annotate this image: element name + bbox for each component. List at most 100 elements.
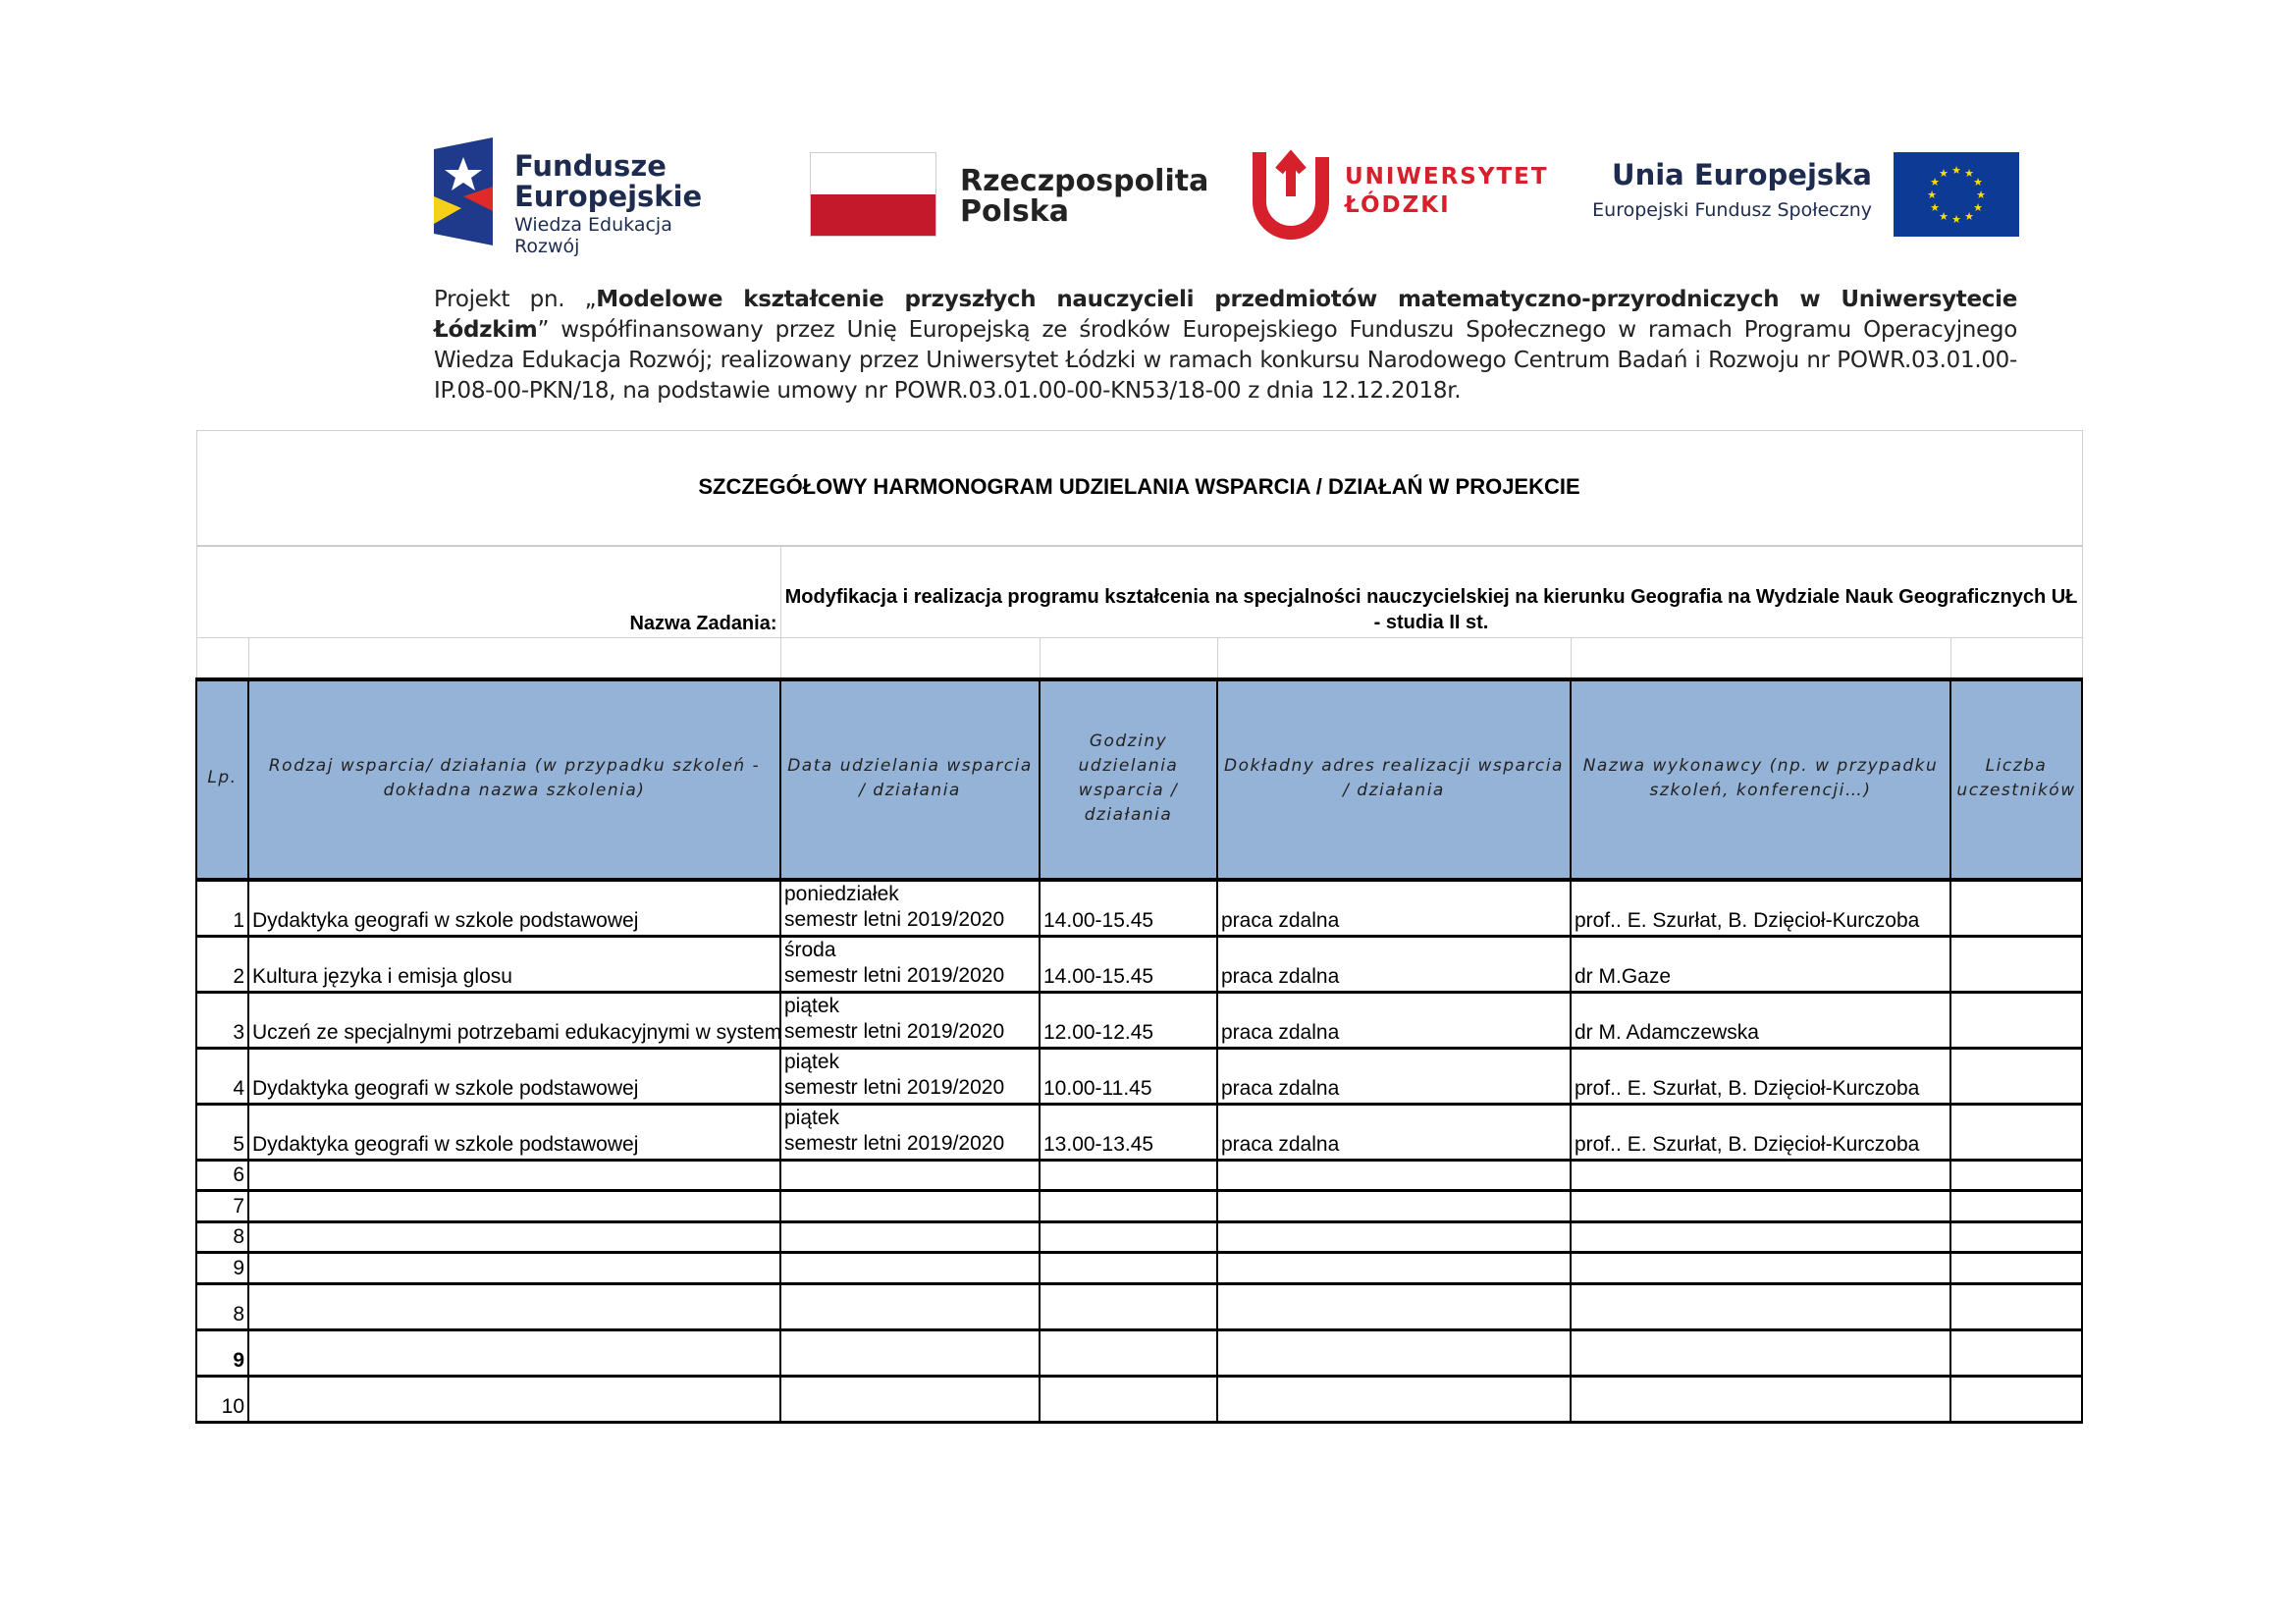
- polish-flag-icon: [810, 152, 936, 237]
- contractor: dr M. Adamczewska: [1570, 991, 1951, 1050]
- eu-flag-icon: ★ ★ ★ ★ ★ ★ ★ ★ ★ ★ ★ ★: [1894, 152, 2019, 237]
- table-row: 5 Dydaktyka geografi w szkole podstawowe…: [195, 1103, 2084, 1162]
- project-description: Projekt pn. „Modelowe kształcenie przysz…: [434, 285, 2017, 406]
- column-header: Godziny udzielania wsparcia / działania: [1039, 677, 1218, 882]
- support-date: poniedziałek semestr letni 2019/2020: [779, 879, 1041, 938]
- table-row: 2 Kultura języka i emisja glosu środa sem…: [195, 935, 2084, 994]
- ul-emblem-icon: [1253, 149, 1329, 240]
- table-row: 4 Dydaktyka geografi w szkole podstawowe…: [195, 1047, 2084, 1106]
- column-header: Liczba uczestników: [1949, 677, 2084, 882]
- table-row: 8: [195, 1220, 2084, 1254]
- svg-text:★: ★: [1951, 164, 1961, 177]
- support-hours: 10.00-11.45: [1039, 1047, 1218, 1106]
- support-name: Dydaktyka geografi w szkole podstawowej: [247, 1103, 781, 1162]
- schedule-table: SZCZEGÓŁOWY HARMONOGRAM UDZIELANIA WSPAR…: [195, 430, 2084, 1424]
- svg-text:★: ★: [1939, 167, 1949, 180]
- svg-text:★: ★: [1976, 189, 1986, 201]
- row-number: 9: [195, 1328, 249, 1378]
- logo-text: ŁÓDZKI: [1345, 192, 1451, 218]
- support-hours: 13.00-13.45: [1039, 1103, 1218, 1162]
- column-header: Data udzielania wsparcia / działania: [779, 677, 1041, 882]
- row-number: 10: [195, 1375, 249, 1424]
- rzeczpospolita-polska-logo: Rzeczpospolita Polska: [810, 152, 1222, 239]
- svg-text:★: ★: [1964, 210, 1974, 223]
- row-number: 5: [195, 1103, 249, 1162]
- svg-text:★: ★: [1973, 176, 1983, 189]
- row-number: 3: [195, 991, 249, 1050]
- support-hours: 14.00-15.45: [1039, 879, 1218, 938]
- row-number: 8: [195, 1220, 249, 1254]
- participants: [1949, 879, 2084, 938]
- contractor: prof.. E. Szurłat, B. Dzięcioł-Kurczoba: [1570, 1103, 1951, 1162]
- table-header-row: Lp. Rodzaj wsparcia/ działania (w przypa…: [195, 677, 2084, 882]
- unia-europejska-logo: Unia Europejska Europejski Fundusz Społe…: [1592, 152, 2019, 241]
- support-address: praca zdalna: [1216, 1103, 1572, 1162]
- support-name: Kultura języka i emisja glosu: [247, 935, 781, 994]
- support-date: środa semestr letni 2019/2020: [779, 935, 1041, 994]
- participants: [1949, 991, 2084, 1050]
- support-name: Dydaktyka geografi w szkole podstawowej: [247, 879, 781, 938]
- table-row: 7: [195, 1190, 2084, 1223]
- term: semestr letni 2019/2020: [784, 1075, 1005, 1099]
- project-name: Modelowe kształcenie przyszłych nauczyci…: [434, 287, 2017, 343]
- support-date: piątek semestr letni 2019/2020: [779, 1103, 1041, 1162]
- row-number: 4: [195, 1047, 249, 1106]
- svg-text:★: ★: [1973, 201, 1983, 214]
- term: semestr letni 2019/2020: [784, 1131, 1005, 1155]
- support-address: praca zdalna: [1216, 879, 1572, 938]
- svg-text:★: ★: [1964, 167, 1974, 180]
- table-row: 1 Dydaktyka geografi w szkole podstawowe…: [195, 879, 2084, 938]
- table-row: 10: [195, 1375, 2084, 1424]
- support-name: Dydaktyka geografi w szkole podstawowej: [247, 1047, 781, 1106]
- logo-text: Europejskie: [514, 180, 703, 213]
- table-row: 6: [195, 1159, 2084, 1192]
- row-number: 6: [195, 1159, 249, 1192]
- logo-text: UNIWERSYTET: [1345, 164, 1549, 189]
- row-number: 7: [195, 1190, 249, 1223]
- logo-text: Polska: [960, 194, 1069, 229]
- uniwersytet-lodzki-logo: UNIWERSYTET ŁÓDZKI: [1252, 147, 1547, 241]
- table-title: SZCZEGÓŁOWY HARMONOGRAM UDZIELANIA WSPAR…: [195, 430, 2083, 547]
- row-number: 2: [195, 935, 249, 994]
- svg-text:★: ★: [1930, 176, 1940, 189]
- contractor: prof.. E. Szurłat, B. Dzięcioł-Kurczoba: [1570, 879, 1951, 938]
- logo-text: Unia Europejska: [1612, 158, 1872, 191]
- participants: [1949, 1047, 2084, 1106]
- logo-text: Wiedza Edukacja Rozwój: [514, 214, 672, 257]
- fundusze-europejskie-logo: Fundusze Europejskie Wiedza Edukacja Rozw…: [434, 137, 738, 257]
- column-header: Nazwa wykonawcy (np. w przypadku szkoleń…: [1570, 677, 1951, 882]
- participants: [1949, 1103, 2084, 1162]
- day: poniedziałek: [784, 882, 899, 905]
- column-header: Dokładny adres realizacji wsparcia / dzi…: [1216, 677, 1572, 882]
- row-number: 1: [195, 879, 249, 938]
- svg-text:★: ★: [1939, 210, 1949, 223]
- task-value: Modyfikacja i realizacja programu kształ…: [779, 545, 2083, 638]
- day: piątek: [784, 1106, 840, 1129]
- table-row: 9: [195, 1328, 2084, 1378]
- support-hours: 14.00-15.45: [1039, 935, 1218, 994]
- logo-text: Fundusze: [514, 149, 667, 183]
- table-row: 8: [195, 1282, 2084, 1331]
- contractor: dr M.Gaze: [1570, 935, 1951, 994]
- fe-emblem-icon: [434, 137, 493, 245]
- task-label: Nazwa Zadania:: [195, 545, 781, 638]
- support-date: piątek semestr letni 2019/2020: [779, 1047, 1041, 1106]
- support-name: Uczeń ze specjalnymi potrzebami edukacyj…: [247, 991, 781, 1050]
- row-number: 8: [195, 1282, 249, 1331]
- contractor: prof.. E. Szurłat, B. Dzięcioł-Kurczoba: [1570, 1047, 1951, 1106]
- day: środa: [784, 938, 836, 961]
- logo-text: Rzeczpospolita: [960, 164, 1209, 198]
- support-address: praca zdalna: [1216, 1047, 1572, 1106]
- day: piątek: [784, 1050, 840, 1073]
- svg-text:★: ★: [1951, 213, 1961, 226]
- support-address: praca zdalna: [1216, 935, 1572, 994]
- project-details: ” współfinansowany przez Unię Europejską…: [434, 317, 2017, 404]
- column-header: Rodzaj wsparcia/ działania (w przypadku …: [247, 677, 781, 882]
- svg-text:★: ★: [1927, 189, 1937, 201]
- term: semestr letni 2019/2020: [784, 907, 1005, 931]
- table-row: 3 Uczeń ze specjalnymi potrzebami edukac…: [195, 991, 2084, 1050]
- logo-text: Europejski Fundusz Społeczny: [1592, 199, 1872, 221]
- support-address: praca zdalna: [1216, 991, 1572, 1050]
- term: semestr letni 2019/2020: [784, 963, 1005, 987]
- support-date: piątek semestr letni 2019/2020: [779, 991, 1041, 1050]
